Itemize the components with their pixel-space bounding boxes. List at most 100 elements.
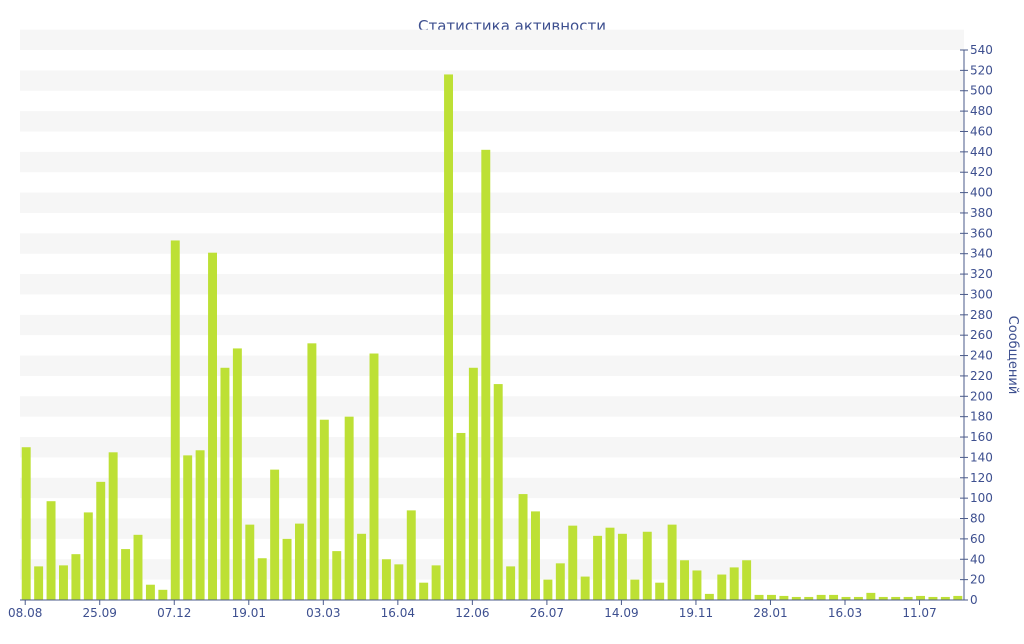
grid-band [20, 559, 964, 580]
bar [630, 579, 640, 600]
bar [853, 596, 863, 600]
grid-band [20, 70, 964, 91]
bar [406, 510, 416, 600]
bar [357, 533, 367, 600]
y-tick-label: 360 [970, 226, 993, 240]
bar [270, 469, 280, 600]
bar [46, 501, 56, 600]
grid-band [20, 151, 964, 173]
bar [83, 512, 93, 600]
grid-band [20, 233, 964, 254]
y-tick-label: 0 [970, 593, 978, 607]
bar [891, 596, 901, 600]
y-tick-label: 80 [970, 512, 985, 526]
bar [543, 579, 553, 600]
bar [456, 432, 466, 600]
bar [816, 594, 826, 600]
bar [307, 343, 317, 600]
bar [767, 594, 776, 600]
y-tick-label: 400 [970, 186, 993, 200]
bar [754, 594, 764, 600]
grid-band [20, 274, 964, 295]
grid-band [20, 396, 964, 417]
x-tick-label: 19.01 [232, 606, 266, 620]
y-axis: 0 20 40 60 80 100 120 140 160 180 200 220 240 260 280 3… [960, 43, 993, 607]
bar [245, 524, 255, 600]
bar [59, 565, 68, 600]
bar [208, 252, 217, 600]
bar [841, 596, 851, 600]
bar [481, 149, 491, 600]
x-tick-label: 07.12 [157, 606, 191, 620]
bar [878, 596, 888, 600]
bar [779, 595, 789, 600]
bar [493, 384, 503, 600]
grid-band [20, 192, 964, 213]
bar [953, 595, 963, 600]
bar [133, 534, 143, 600]
bar [580, 576, 590, 600]
bar [642, 531, 652, 600]
y-tick-label: 120 [970, 471, 993, 485]
bars [21, 74, 963, 601]
y-tick-label: 460 [970, 124, 993, 138]
y-tick-label: 200 [970, 389, 993, 403]
y-tick-label: 440 [970, 145, 993, 159]
grid-band [20, 314, 964, 336]
bar [531, 511, 540, 600]
y-tick-label: 300 [970, 287, 993, 301]
y-tick-label: 480 [970, 104, 993, 118]
y-tick-label: 540 [970, 43, 993, 57]
grid-band [20, 437, 964, 458]
bar [394, 564, 404, 600]
grid-band [20, 29, 964, 50]
bar [866, 592, 876, 600]
y-tick-label: 40 [970, 552, 985, 566]
y-tick-label: 140 [970, 450, 993, 464]
x-tick-label: 19.11 [679, 606, 713, 620]
bar [903, 596, 913, 600]
bar [916, 595, 925, 600]
bar [692, 570, 702, 600]
x-tick-label: 03.03 [306, 606, 340, 620]
bar [183, 455, 193, 600]
bar [232, 348, 242, 600]
y-tick-label: 280 [970, 308, 993, 322]
bar [928, 596, 938, 600]
grid-band [20, 355, 964, 376]
grid-bands [20, 29, 964, 580]
x-tick-label: 25.09 [83, 606, 117, 620]
bar [220, 367, 230, 600]
bar [170, 240, 180, 601]
y-tick-label: 380 [970, 206, 993, 220]
bar [96, 481, 106, 600]
y-tick-label: 180 [970, 410, 993, 424]
bar [568, 525, 578, 600]
x-tick-label: 11.07 [902, 606, 936, 620]
y-tick-label: 160 [970, 430, 993, 444]
x-tick-label: 26.07 [530, 606, 564, 620]
grid-band [20, 518, 964, 539]
bar [717, 574, 727, 600]
bar [332, 551, 342, 600]
bar [257, 558, 267, 600]
y-tick-label: 520 [970, 63, 993, 77]
grid-band [20, 477, 964, 499]
y-tick-label: 500 [970, 84, 993, 98]
bar [145, 584, 155, 600]
y-tick-label: 420 [970, 165, 993, 179]
bar [791, 596, 801, 600]
x-tick-label: 08.08 [8, 606, 42, 620]
bar [704, 593, 714, 600]
bar [829, 594, 839, 600]
bar [804, 596, 814, 600]
bar [381, 559, 391, 600]
bar [506, 566, 516, 600]
bar [71, 554, 81, 600]
bar [742, 560, 752, 600]
bar [729, 567, 739, 600]
bar [419, 582, 429, 600]
x-tick-label: 12.06 [455, 606, 489, 620]
y-tick-label: 320 [970, 267, 993, 281]
